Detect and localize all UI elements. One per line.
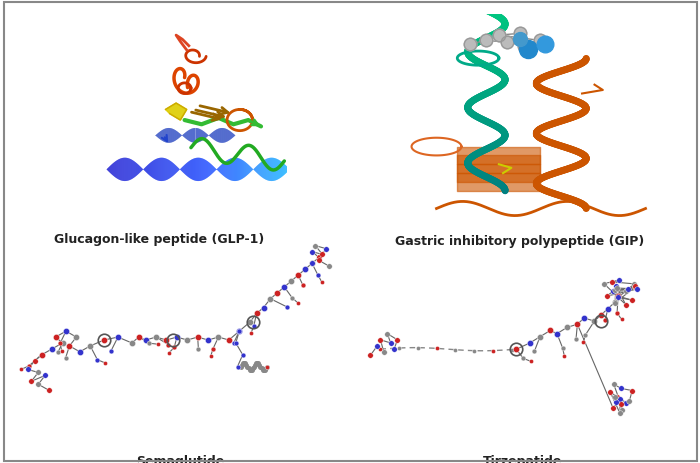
- Text: Semaglutide: Semaglutide: [136, 455, 225, 463]
- Text: Tirzepatide: Tirzepatide: [484, 455, 563, 463]
- Text: Glucagon-like peptide (GLP-1): Glucagon-like peptide (GLP-1): [54, 232, 264, 245]
- Text: Gastric inhibitory polypeptide (GIP): Gastric inhibitory polypeptide (GIP): [395, 235, 644, 248]
- Polygon shape: [165, 103, 187, 120]
